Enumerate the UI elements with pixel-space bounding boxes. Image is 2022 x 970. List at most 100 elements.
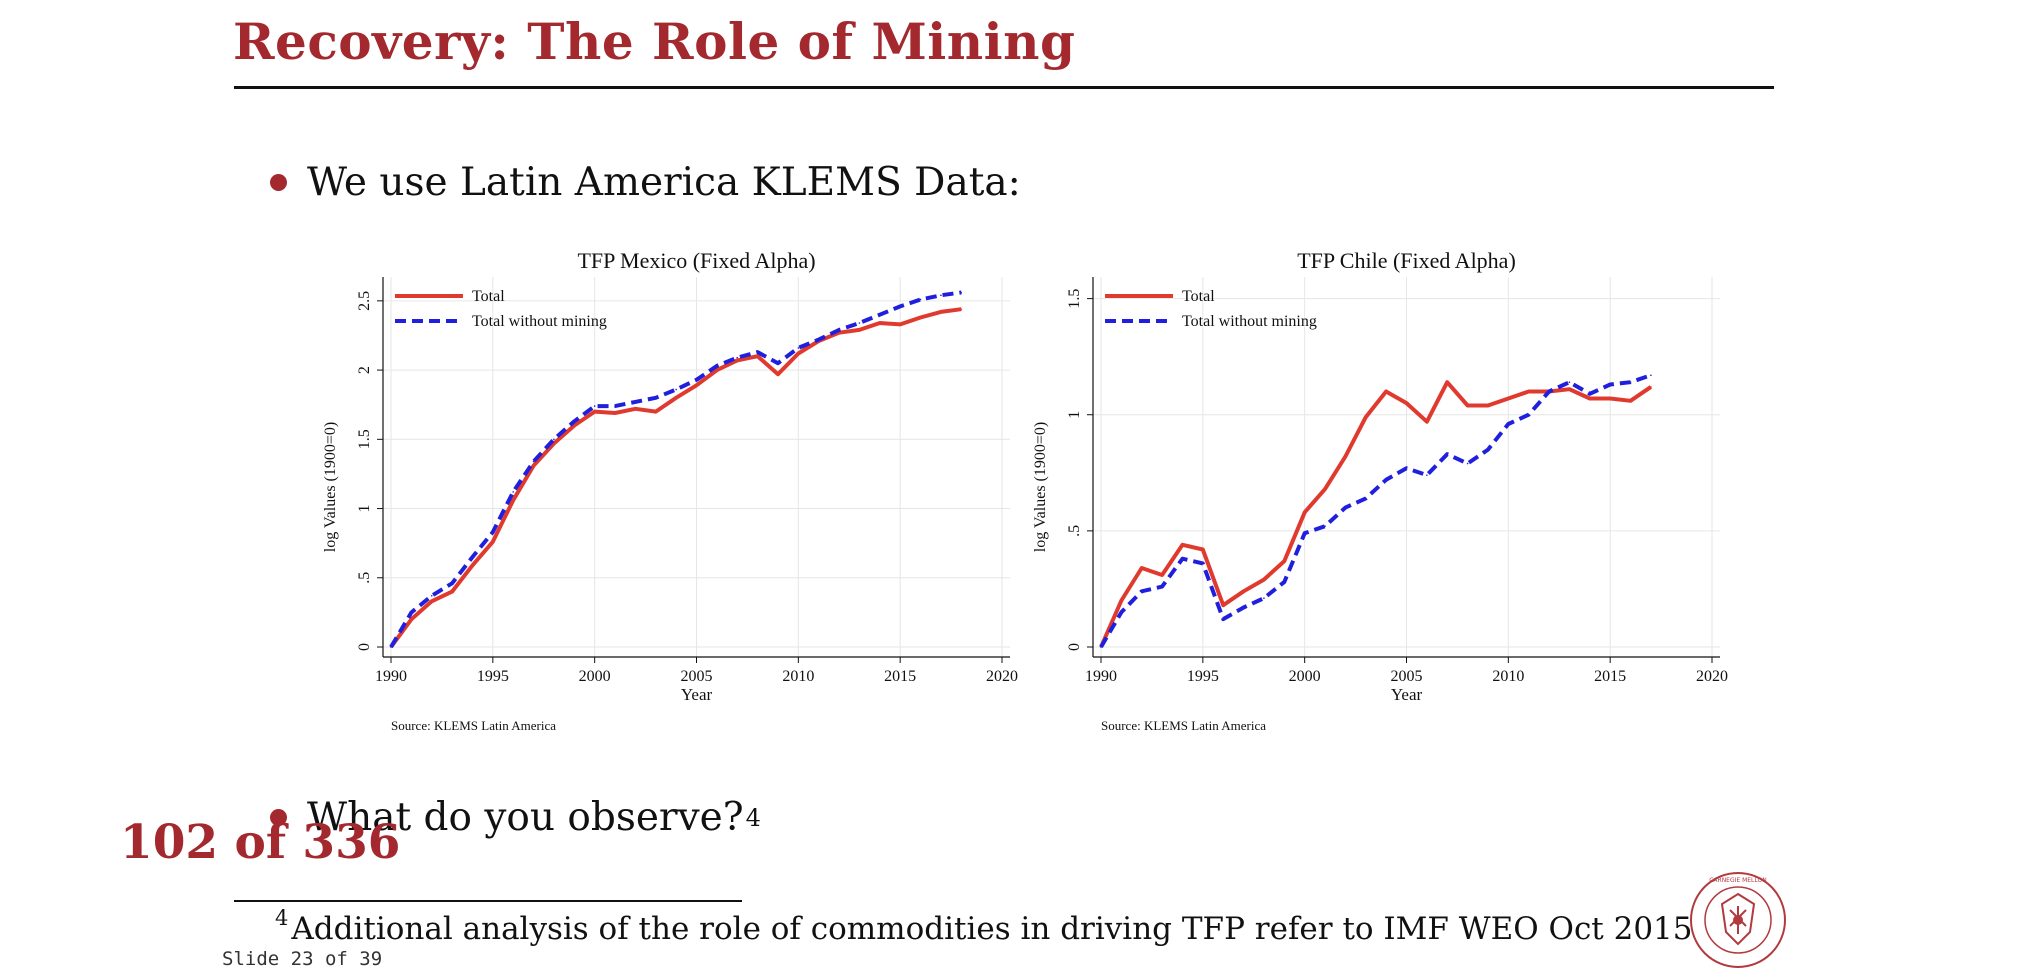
data-point: [1263, 578, 1265, 581]
slide-title: Recovery: The Role of Mining: [233, 12, 1076, 71]
x-tick-label: 2005: [1391, 668, 1423, 685]
data-point: [777, 373, 779, 376]
data-point: [532, 464, 535, 467]
data-point: [736, 359, 739, 362]
x-tick-label: 2000: [579, 668, 611, 685]
x-tick-label: 1995: [477, 668, 509, 685]
data-point: [716, 369, 718, 371]
data-point: [1161, 574, 1163, 576]
footnote-text: Additional analysis of the role of commo…: [291, 911, 1693, 947]
data-point: [756, 355, 759, 358]
y-tick-label: .5: [1066, 525, 1083, 537]
data-point: [1446, 381, 1449, 384]
y-tick-label: 2.5: [356, 291, 373, 311]
chart-chile-svg: TFP Chile (Fixed Alpha) 1990 1995 2000 2005 2…: [1032, 248, 1728, 730]
data-point: [1609, 397, 1611, 400]
data-point: [410, 611, 413, 614]
data-point: [1202, 548, 1204, 551]
data-point: [960, 308, 963, 310]
x-tick-label: 1990: [1085, 668, 1117, 685]
data-point: [654, 410, 657, 413]
data-point: [512, 491, 514, 493]
data-point: [675, 396, 677, 399]
y-tick-label: 1: [1066, 411, 1083, 419]
x-tick-label: 2015: [1594, 668, 1626, 685]
data-point: [1487, 404, 1489, 407]
data-point: [797, 352, 800, 355]
data-point: [1140, 590, 1143, 593]
data-point: [777, 362, 779, 364]
data-point: [1222, 618, 1224, 620]
y-tick-label: 2: [356, 366, 373, 374]
bullet-observe: What do you observe? 4: [270, 795, 761, 840]
y-axis-title: log Values (1900=0): [322, 422, 339, 553]
bullet-dot-icon: [270, 174, 287, 191]
chart-tfp-mexico: TFP Mexico (Fixed Alpha) 1990 1995 2000 2005…: [315, 245, 1035, 730]
data-point: [1507, 423, 1510, 425]
data-point: [940, 311, 942, 313]
x-tick-label: 2010: [1492, 668, 1524, 685]
footnote-divider: [234, 900, 742, 902]
data-point: [1527, 413, 1530, 416]
data-point: [1242, 590, 1245, 593]
data-point: [716, 365, 718, 367]
data-point: [1324, 525, 1326, 528]
x-tick-label: 1995: [1187, 668, 1219, 685]
y-tick-label: 1: [356, 505, 373, 513]
y-tick-label: 1.5: [356, 429, 373, 449]
data-point: [879, 313, 881, 316]
data-point: [1466, 404, 1469, 407]
data-point: [1446, 453, 1449, 456]
data-point: [1100, 646, 1102, 648]
page-counter: 102 of 336: [120, 815, 401, 870]
svg-text:CARNEGIE MELLON: CARNEGIE MELLON: [1709, 877, 1767, 884]
data-point: [430, 600, 433, 603]
slide-number: Slide 23 of 39: [222, 948, 383, 970]
legend-label: Total: [472, 288, 505, 305]
legend-label: Total without mining: [472, 313, 607, 330]
data-point: [1405, 467, 1408, 469]
series-line-without-mining: [389, 290, 962, 649]
data-point: [797, 347, 800, 349]
data-point: [1629, 381, 1632, 384]
data-point: [1364, 497, 1367, 500]
source-note: Source: KLEMS Latin America: [1101, 718, 1266, 730]
data-point: [553, 438, 555, 441]
data-point: [1405, 402, 1408, 404]
data-point: [471, 556, 474, 558]
source-note: Source: KLEMS Latin America: [391, 718, 556, 730]
data-point: [1263, 597, 1265, 600]
y-axis-title: log Values (1900=0): [1032, 422, 1049, 553]
data-point: [899, 323, 901, 326]
data-point: [410, 618, 413, 621]
y-tick-label: 1.5: [1066, 289, 1083, 309]
data-point: [553, 442, 555, 445]
legend-label: Total: [1182, 288, 1215, 305]
data-point: [1466, 462, 1469, 465]
data-point: [940, 294, 942, 297]
data-point: [838, 329, 840, 331]
y-tick-label: 0: [356, 643, 373, 651]
series-line-total: [1099, 380, 1653, 648]
data-point: [451, 590, 453, 593]
data-point: [879, 322, 881, 324]
data-point: [1202, 562, 1204, 565]
x-tick-label: 2015: [884, 668, 916, 685]
data-point: [1548, 390, 1550, 393]
data-point: [593, 405, 596, 407]
bullet-text: What do you observe?: [307, 795, 744, 840]
data-point: [1487, 448, 1489, 451]
footnote-reference: 4: [745, 803, 761, 832]
data-point: [614, 412, 616, 414]
chart-tfp-chile: TFP Chile (Fixed Alpha) 1990 1995 2000 2005 2…: [1025, 245, 1745, 730]
series-line-without-mining: [1099, 373, 1652, 649]
footnote-mark: 4: [275, 906, 289, 930]
data-point: [430, 594, 433, 597]
bullet-dot-icon: [270, 809, 287, 826]
x-tick-label: 2020: [1696, 668, 1728, 685]
data-point: [471, 564, 474, 567]
university-seal-icon: CARNEGIE MELLON: [1690, 872, 1786, 968]
legend-label: Total without mining: [1182, 313, 1317, 330]
data-point: [1507, 397, 1510, 400]
x-axis-title: Year: [681, 685, 713, 704]
